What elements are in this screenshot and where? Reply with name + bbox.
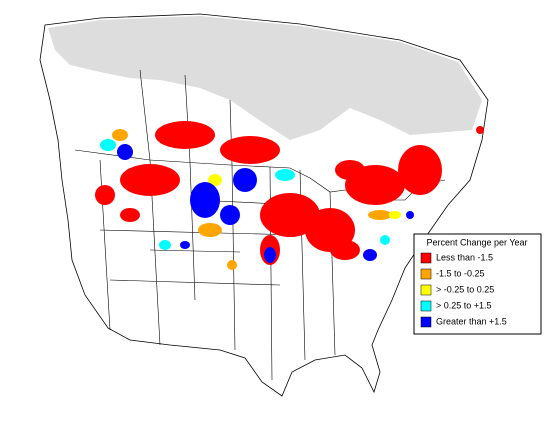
range-patch — [260, 193, 320, 237]
legend-label: Less than -1.5 — [436, 252, 493, 262]
range-patch — [227, 260, 237, 270]
range-patch — [220, 136, 280, 164]
range-patch — [368, 210, 392, 220]
range-patch — [398, 145, 442, 195]
legend: Percent Change per Year Less than -1.5 -1… — [413, 233, 542, 335]
range-patch — [380, 235, 390, 245]
range-patch — [264, 247, 276, 263]
legend-label: -1.5 to -0.25 — [436, 268, 485, 278]
range-patch — [389, 211, 401, 219]
range-patch — [363, 249, 377, 261]
range-patch — [112, 129, 128, 141]
legend-swatch — [420, 284, 432, 296]
range-patch — [198, 223, 222, 237]
legend-label: Greater than +1.5 — [436, 316, 507, 326]
legend-swatch — [420, 268, 432, 280]
range-patch — [233, 168, 257, 192]
legend-swatch — [420, 252, 432, 264]
range-patch — [335, 160, 365, 180]
legend-title: Percent Change per Year — [426, 237, 527, 247]
range-patch — [190, 182, 220, 218]
range-patch — [406, 211, 414, 219]
legend-label: > 0.25 to +1.5 — [436, 300, 492, 310]
range-patch — [120, 164, 180, 196]
legend-swatch — [420, 300, 432, 312]
range-patch — [155, 121, 215, 149]
legend-label: > -0.25 to 0.25 — [436, 284, 494, 294]
range-patch — [159, 240, 171, 250]
range-patch — [100, 139, 116, 151]
range-patch — [476, 126, 484, 134]
no-data-region — [48, 16, 482, 140]
legend-box — [413, 233, 542, 335]
range-patch — [120, 208, 140, 222]
range-patch — [95, 185, 115, 205]
range-patch — [220, 205, 240, 225]
range-patch — [180, 241, 190, 249]
range-patch — [330, 240, 360, 260]
range-patch — [117, 144, 133, 160]
range-patch — [208, 174, 222, 186]
range-patch — [275, 169, 295, 181]
legend-swatch — [420, 316, 432, 328]
